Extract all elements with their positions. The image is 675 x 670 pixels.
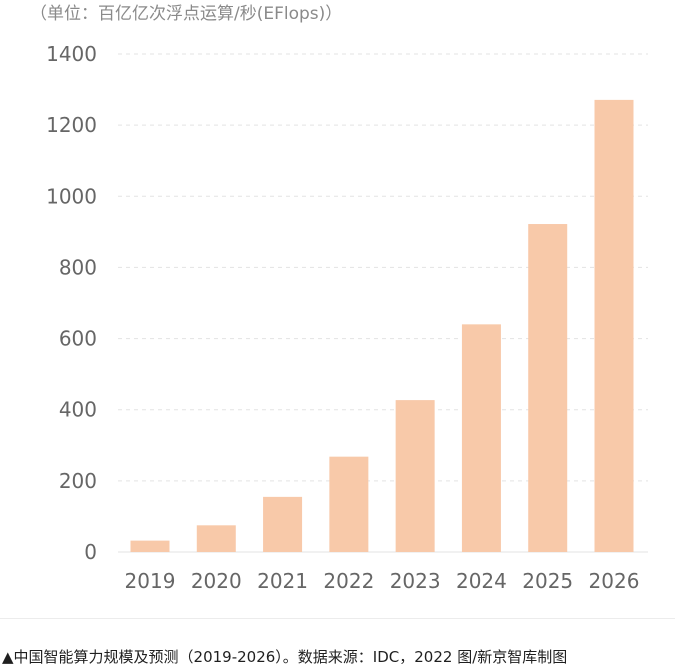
- bar-2019: [130, 540, 170, 552]
- bar-2020: [196, 525, 236, 552]
- unit-label: （单位：百亿亿次浮点运算/秒(EFlops)）: [30, 4, 342, 24]
- bar-chart: （单位：百亿亿次浮点运算/秒(EFlops)） 0 200 400 600 800 100…: [30, 4, 648, 593]
- bar-2025: [528, 224, 568, 552]
- chart-card: （单位：百亿亿次浮点运算/秒(EFlops)） 0 200 400 600 800 100…: [0, 4, 675, 619]
- y-tick-label: 1200: [46, 113, 97, 137]
- x-tick-label: 2023: [390, 569, 441, 593]
- x-tick-label: 2024: [456, 569, 507, 593]
- grid-layer: [118, 53, 648, 553]
- figure-caption: ▲中国智能算力规模及预测（2019-2026）。数据来源：IDC，2022 图/…: [2, 648, 568, 666]
- y-tick-label: 800: [59, 255, 97, 279]
- x-tick-label: 2021: [257, 569, 308, 593]
- y-tick-label: 0: [84, 540, 97, 564]
- x-tick-label: 2022: [323, 569, 374, 593]
- bar-2024: [461, 324, 501, 552]
- bar-2023: [395, 400, 435, 552]
- y-tick-label: 1400: [46, 42, 97, 66]
- x-tick-label: 2019: [125, 569, 176, 593]
- bar-2022: [329, 456, 369, 552]
- bar-2021: [263, 496, 303, 552]
- y-tick-label: 400: [59, 398, 97, 422]
- x-tick-label: 2025: [522, 569, 573, 593]
- y-tick-label: 1000: [46, 184, 97, 208]
- y-tick-label: 600: [59, 327, 97, 351]
- x-tick-label: 2026: [589, 569, 640, 593]
- y-tick-label: 200: [59, 469, 97, 493]
- y-axis-ticks: 0 200 400 600 800 1000 1200 1400: [46, 42, 97, 564]
- x-axis-ticks: 2019 2020 2021 2022 2023 2024 2025 2026: [125, 569, 640, 593]
- bars: [130, 99, 634, 552]
- x-tick-label: 2020: [191, 569, 242, 593]
- bar-2026: [594, 99, 634, 552]
